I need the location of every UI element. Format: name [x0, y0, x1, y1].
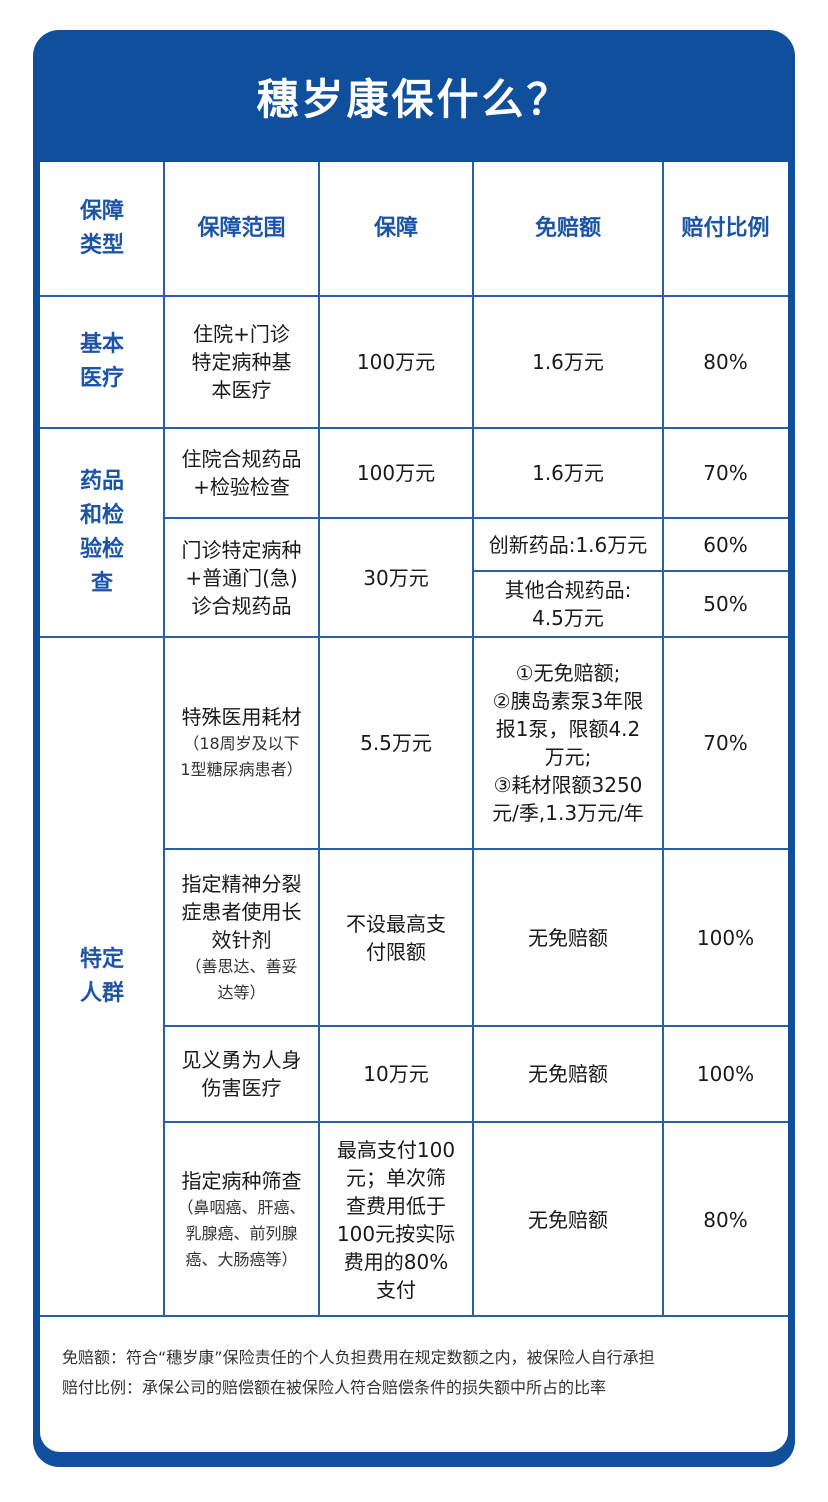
- screening-scope: 指定病种筛查: [181, 1168, 302, 1193]
- grid-line: [473, 570, 788, 572]
- definitions-note: 免赔额：符合“穗岁康”保险责任的个人负担费用在规定数额之内，被保险人自行承担 赔…: [40, 1317, 788, 1452]
- consumables-ratio: 70%: [703, 731, 748, 755]
- grid-line: [40, 295, 788, 297]
- header-scope: 保障范围: [197, 216, 286, 241]
- basic-scope: 住院+门诊 特定病种基 本医疗: [191, 322, 292, 402]
- grid-line: [662, 162, 664, 1317]
- basic-deductible: 1.6万元: [532, 350, 604, 374]
- header-ratio: 赔付比例: [681, 216, 770, 241]
- deductible-definition: 免赔额：符合“穗岁康”保险责任的个人负担费用在规定数额之内，被保险人自行承担: [62, 1348, 655, 1367]
- basic-coverage: 100万元: [356, 350, 436, 374]
- schizophrenia-scope-note: （善思达、善妥 达等）: [185, 956, 298, 1002]
- grid-line: [318, 162, 320, 1317]
- ratio-definition: 赔付比例：承保公司的赔偿额在被保险人符合赔偿条件的损失额中所占的比率: [62, 1378, 607, 1397]
- header-type: 保障 类型: [79, 199, 124, 258]
- drugs-inpatient-scope: 住院合规药品 +检验检查: [181, 447, 302, 499]
- grid-line: [163, 162, 165, 1317]
- consumables-scope-note: （18周岁及以下 1型糖尿病患者）: [180, 734, 303, 779]
- drugs-innovative-deductible: 创新药品:1.6万元: [488, 532, 648, 557]
- grid-line: [164, 517, 788, 519]
- type-drugs: 药品 和检 验检 查: [79, 468, 124, 596]
- basic-ratio: 80%: [703, 350, 748, 374]
- heroism-scope: 见义勇为人身 伤害医疗: [181, 1048, 302, 1100]
- type-special: 特定 人群: [79, 947, 124, 1006]
- consumables-scope: 特殊医用耗材: [181, 705, 302, 729]
- consumables-coverage: 5.5万元: [360, 731, 432, 755]
- heroism-deductible: 无免赔额: [528, 1062, 608, 1086]
- schizophrenia-deductible: 无免赔额: [528, 925, 608, 950]
- drugs-inpatient-ratio: 70%: [703, 461, 748, 485]
- schizophrenia-coverage: 不设最高支 付限额: [346, 911, 446, 964]
- screening-scope-cell: 指定病种筛查 （鼻咽癌、肝癌、 乳腺癌、前列腺 癌、大肠癌等）: [164, 1122, 319, 1317]
- screening-scope-note: （鼻咽癌、肝癌、 乳腺癌、前列腺 癌、大肠癌等）: [177, 1197, 306, 1269]
- drugs-outpatient-scope: 门诊特定病种 +普通门(急) 诊合规药品: [181, 537, 302, 618]
- grid-line: [40, 1315, 788, 1317]
- drugs-innovative-ratio: 60%: [703, 532, 748, 557]
- header-deductible: 免赔额: [534, 216, 601, 241]
- grid-line: [40, 427, 788, 429]
- drugs-inpatient-coverage: 100万元: [356, 461, 436, 485]
- page-title: 穗岁康保什么？: [256, 74, 572, 124]
- schizophrenia-ratio: 100%: [696, 925, 755, 950]
- screening-ratio: 80%: [703, 1207, 748, 1232]
- schizophrenia-scope-cell: 指定精神分裂 症患者使用长 效针剂 （善思达、善妥 达等）: [164, 849, 319, 1026]
- grid-line: [164, 848, 788, 850]
- drugs-other-deductible: 其他合规药品: 4.5万元: [504, 578, 632, 630]
- coverage-card: 穗岁康保什么？ 保障 类型 保障范围 保障 免赔额 赔付比例 基本 医疗 住院+…: [33, 30, 795, 1467]
- consumables-scope-cell: 特殊医用耗材 （18周岁及以下 1型糖尿病患者）: [164, 637, 319, 849]
- drugs-inpatient-deductible: 1.6万元: [532, 461, 604, 485]
- type-basic: 基本 医疗: [79, 332, 124, 391]
- grid-line: [164, 1121, 788, 1123]
- grid-line: [40, 636, 788, 638]
- grid-line: [472, 162, 474, 1317]
- screening-coverage: 最高支付100 元；单次筛 查费用低于 100元按实际 费用的80% 支付: [336, 1137, 456, 1302]
- screening-deductible: 无免赔额: [528, 1207, 608, 1232]
- heroism-ratio: 100%: [696, 1062, 755, 1086]
- schizophrenia-scope: 指定精神分裂 症患者使用长 效针剂: [181, 871, 302, 952]
- heroism-coverage: 10万元: [363, 1062, 429, 1086]
- coverage-table: 保障 类型 保障范围 保障 免赔额 赔付比例 基本 医疗 住院+门诊 特定病种基…: [40, 162, 788, 1317]
- drugs-outpatient-coverage: 30万元: [363, 565, 429, 590]
- grid-line: [164, 1025, 788, 1027]
- drugs-other-ratio: 50%: [703, 592, 748, 616]
- consumables-deductible: ①无免赔额; ②胰岛素泵3年限 报1泵，限额4.2 万元; ③耗材限额3250 …: [492, 661, 644, 825]
- header-coverage: 保障: [373, 216, 418, 241]
